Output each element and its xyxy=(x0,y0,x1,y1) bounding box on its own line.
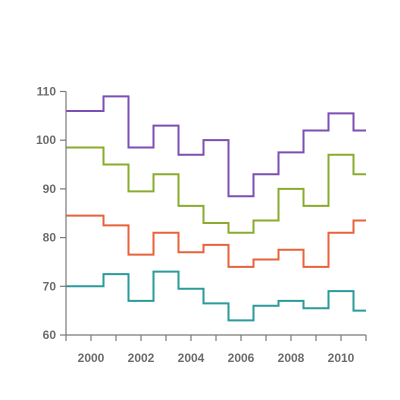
x-tick-label-2006: 2006 xyxy=(228,351,255,365)
y-tick-label-110: 110 xyxy=(37,84,57,98)
series-line-2 xyxy=(66,214,366,268)
y-tick-label-70: 70 xyxy=(43,279,57,293)
x-tick-label-2008: 2008 xyxy=(278,351,305,365)
axes-layer xyxy=(65,91,366,336)
y-tick-label-60: 60 xyxy=(43,328,57,342)
x-tick-label-2000: 2000 xyxy=(78,351,105,365)
series-line-0 xyxy=(66,95,366,198)
x-tick-label-2002: 2002 xyxy=(128,351,155,365)
series-line-1 xyxy=(66,146,366,234)
y-tick-label-80: 80 xyxy=(43,231,57,245)
y-tick-label-90: 90 xyxy=(43,182,57,196)
y-tick-label-100: 100 xyxy=(36,133,56,147)
series-layer xyxy=(66,95,366,322)
x-tick-label-2010: 2010 xyxy=(328,351,355,365)
x-tick-label-2004: 2004 xyxy=(178,351,205,365)
ticks-layer: 60 70 80 90 100 110 2000 2002 2004 2006 2008 2010 xyxy=(36,84,367,365)
series-line-3 xyxy=(66,270,366,322)
